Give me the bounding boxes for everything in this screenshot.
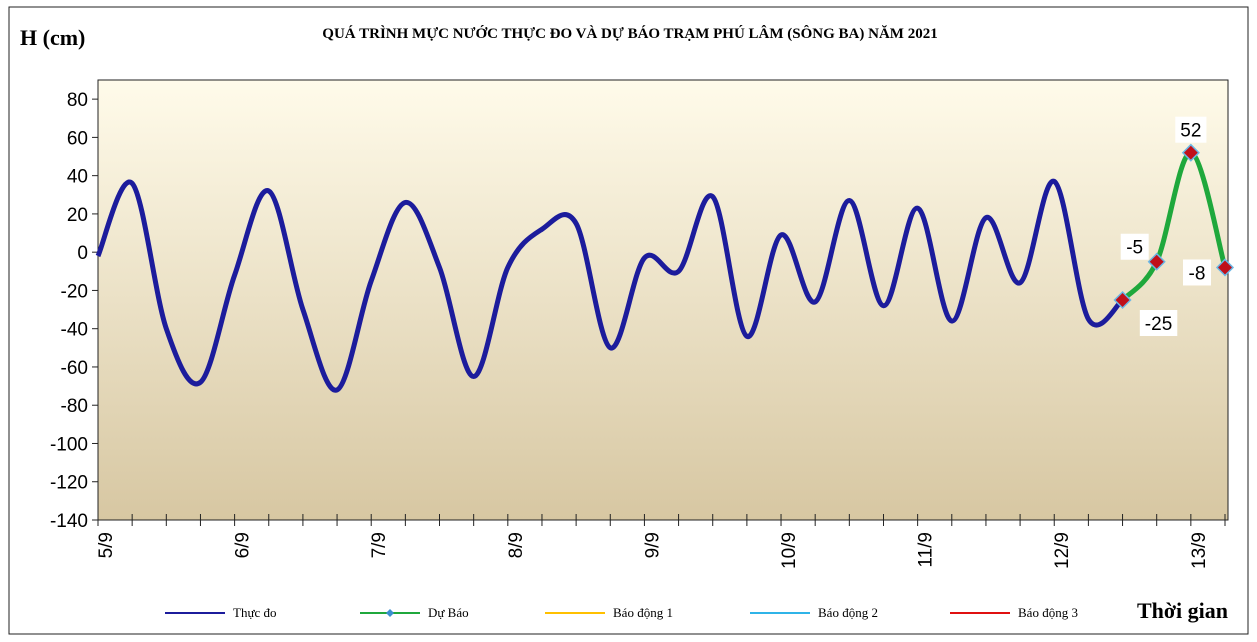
x-tick-label: 11/9 <box>916 532 937 568</box>
plot-area <box>97 79 1229 521</box>
y-tick-label: 80 <box>67 90 88 111</box>
x-tick-label: 7/9 <box>369 532 390 558</box>
data-point <box>1113 290 1132 310</box>
legend-label: Báo động 3 <box>1018 605 1078 620</box>
legend-label: Thực đo <box>233 605 277 620</box>
series-line <box>95 178 1125 393</box>
x-tick-label: 10/9 <box>779 532 800 569</box>
data-label-text: -5 <box>1126 238 1143 259</box>
data-label-text: -25 <box>1145 314 1172 335</box>
data-point <box>1215 258 1235 277</box>
y-tick-label: -100 <box>50 434 88 455</box>
data-point <box>1181 143 1200 162</box>
y-tick-label: -120 <box>50 473 88 494</box>
data-label-box <box>1139 310 1178 336</box>
data-label-box <box>1120 233 1149 260</box>
series-line <box>1120 150 1228 302</box>
data-label: -8 <box>1183 259 1211 286</box>
y-tick-label: -40 <box>61 320 88 341</box>
legend-label: Báo động 2 <box>818 605 878 620</box>
data-label-text: -8 <box>1189 263 1206 284</box>
x-tick-label: 12/9 <box>1052 532 1073 569</box>
legend-marker <box>386 609 394 617</box>
legend-label: Báo động 1 <box>613 605 673 620</box>
data-label: 52 <box>1175 116 1207 143</box>
y-tick-label: 40 <box>67 167 88 188</box>
x-tick-label: 13/9 <box>1189 532 1210 569</box>
y-tick-label: -80 <box>61 396 88 417</box>
x-tick-label: 8/9 <box>506 532 527 558</box>
data-label-box <box>1175 116 1207 143</box>
y-tick-label: -20 <box>61 281 88 302</box>
y-tick-label: 60 <box>67 128 88 149</box>
chart-title: QUÁ TRÌNH MỰC NƯỚC THỰC ĐO VÀ DỰ BÁO TRẠ… <box>322 25 937 42</box>
y-tick-label: 0 <box>77 243 88 264</box>
legend-label: Dự Báo <box>428 605 469 620</box>
y-axis-label: H (cm) <box>20 25 85 50</box>
data-label-box <box>1183 259 1211 286</box>
x-tick-label: 5/9 <box>96 532 117 558</box>
x-tick-label: 6/9 <box>233 532 254 558</box>
x-tick-label: 9/9 <box>642 532 663 558</box>
y-tick-label: 20 <box>67 205 88 226</box>
data-point <box>1147 252 1166 271</box>
y-tick-label: -60 <box>61 358 88 379</box>
data-label: -25 <box>1139 310 1178 336</box>
data-label-text: 52 <box>1180 121 1201 142</box>
y-tick-label: -140 <box>50 511 88 532</box>
x-axis-label: Thời gian <box>1137 598 1228 623</box>
data-label: -5 <box>1120 233 1149 260</box>
